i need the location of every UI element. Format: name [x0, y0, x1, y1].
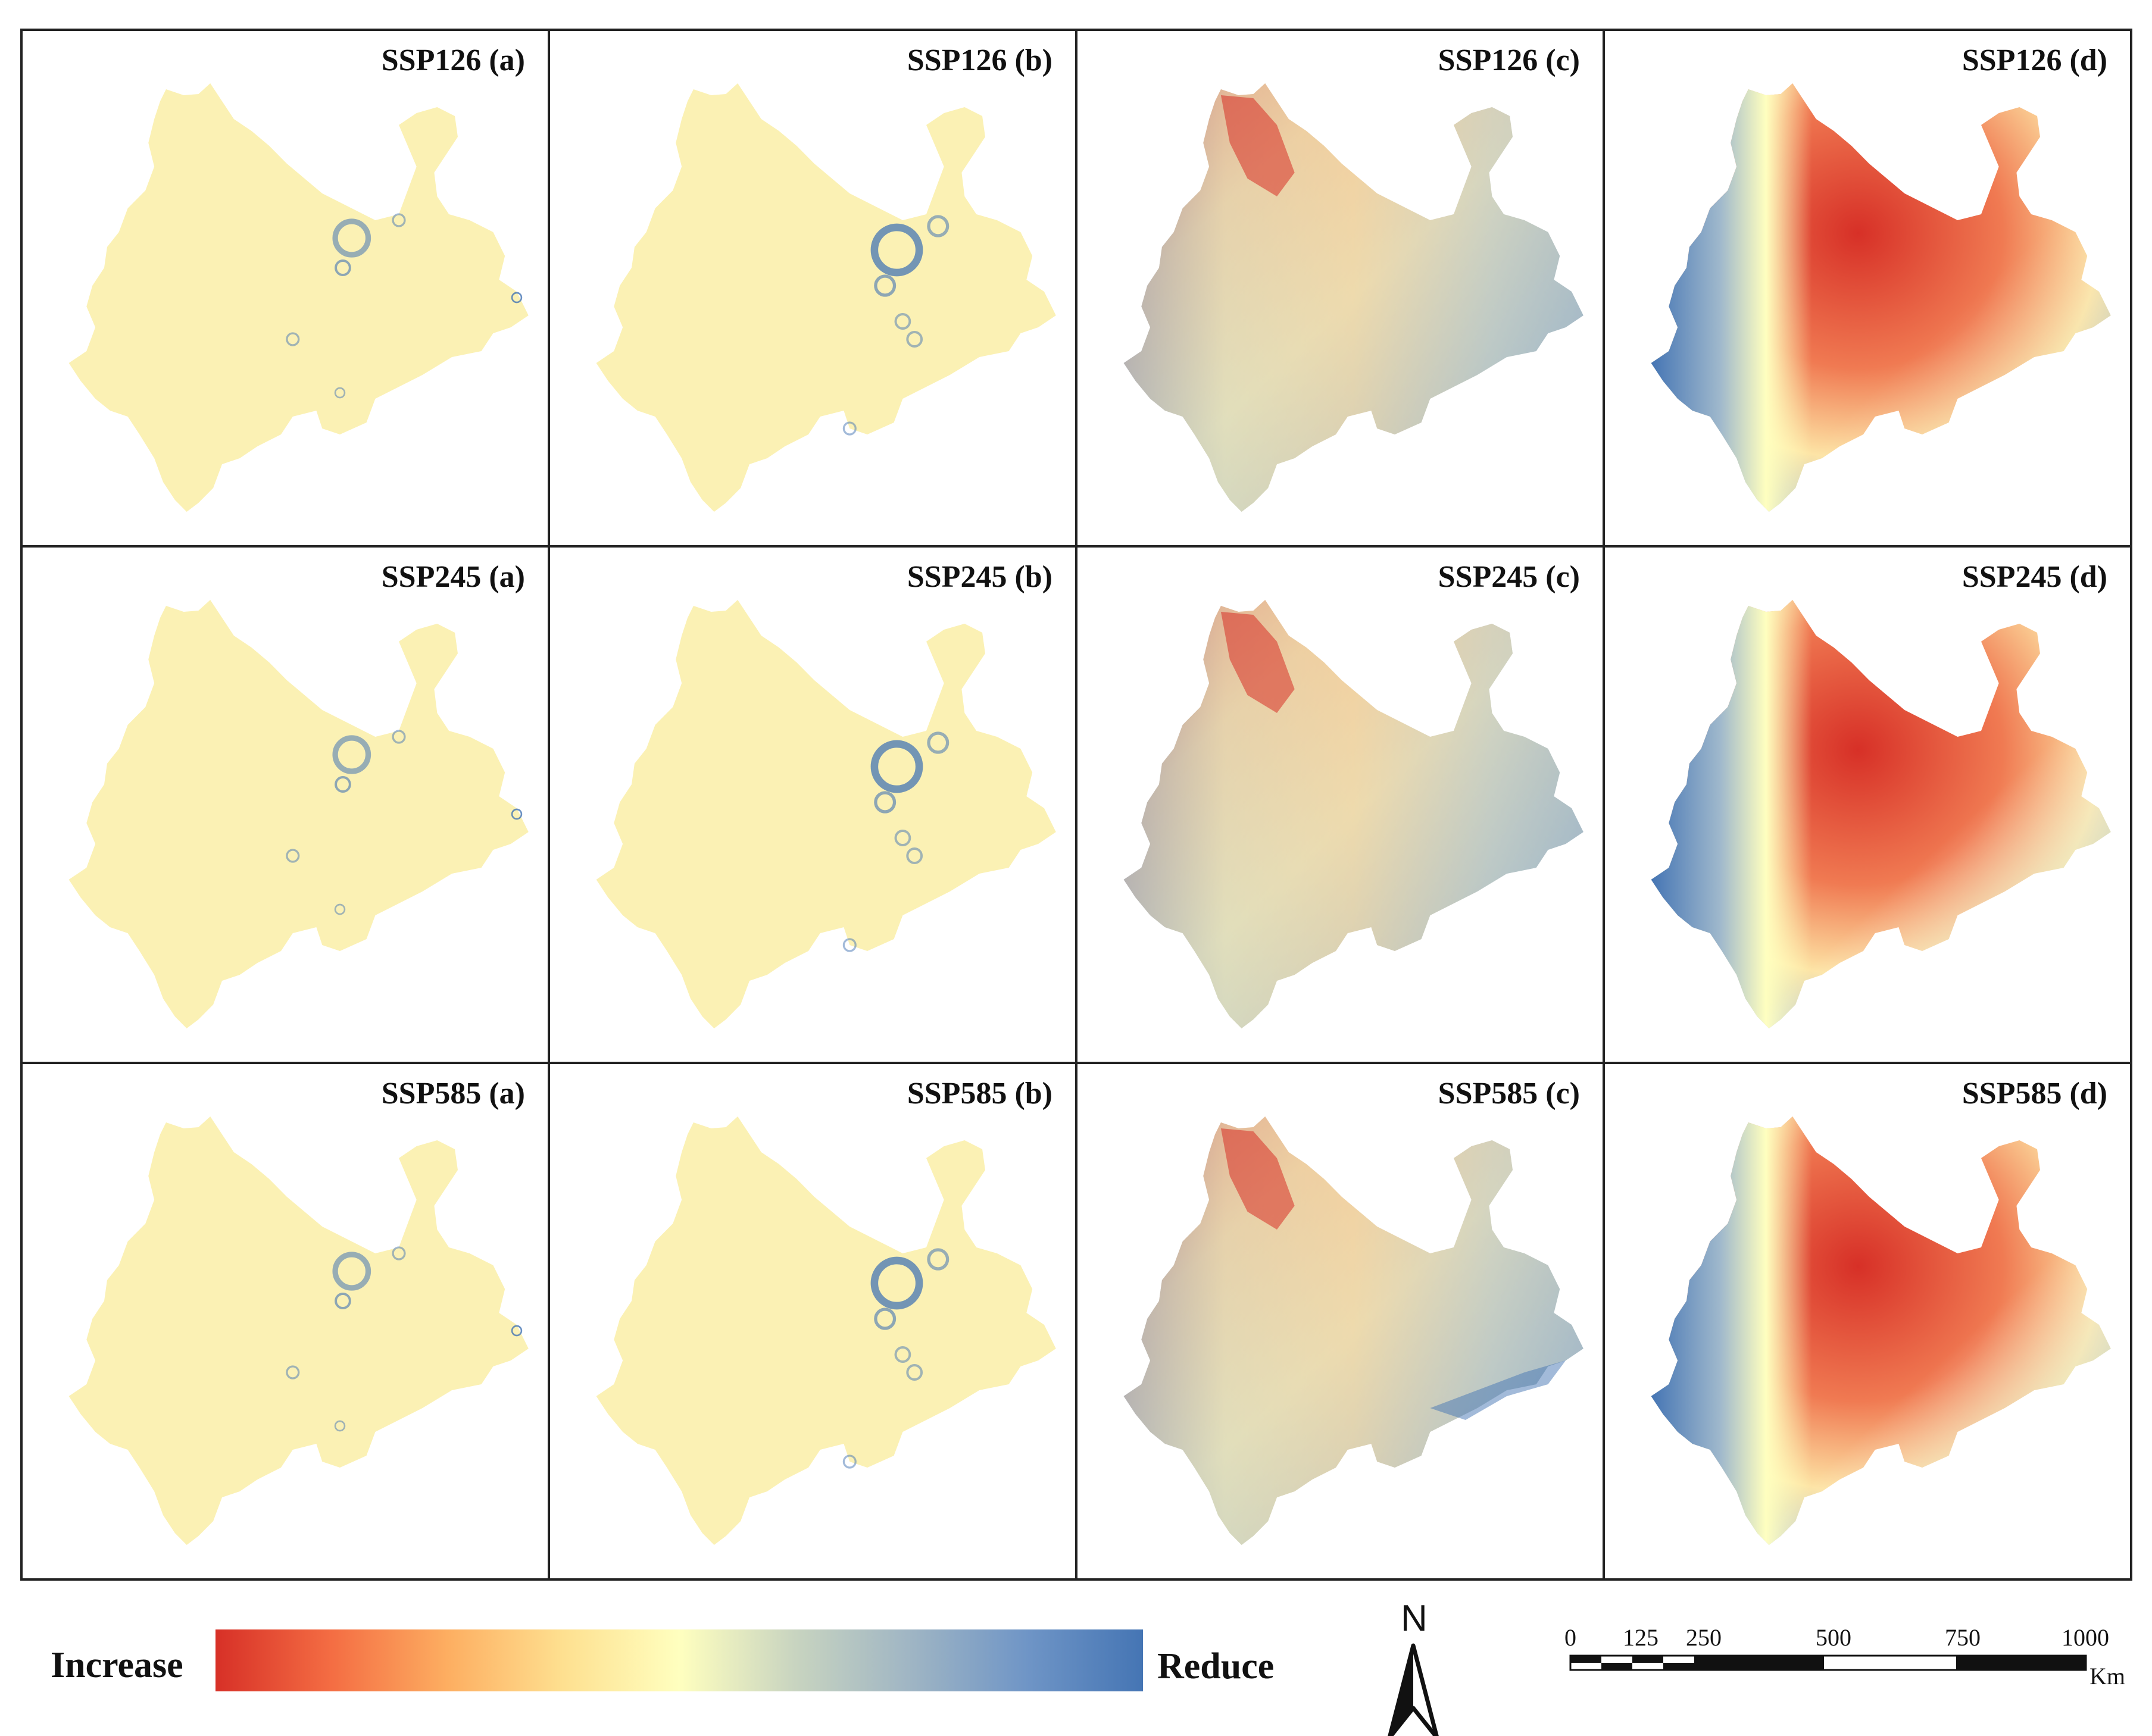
map-panel-ssp126-a: SSP126 (a) — [20, 29, 550, 548]
scale-tick-750: 750 — [1945, 1624, 1981, 1651]
color-legend: Increase Reduce — [51, 1629, 1274, 1691]
map-panel-ssp245-d: SSP245 (d) — [1603, 545, 2132, 1064]
map-panel-ssp245-c: SSP245 (c) — [1075, 545, 1605, 1064]
province-map — [596, 83, 1056, 512]
map-panel-ssp245-a: SSP245 (a) — [20, 545, 550, 1064]
legend-high-label: Reduce — [1157, 1646, 1274, 1687]
province-map — [1123, 1116, 1583, 1545]
scale-tick-1000: 1000 — [2062, 1624, 2109, 1651]
scale-unit: Km — [2089, 1663, 2125, 1690]
province-map — [68, 600, 529, 1028]
legend-color-ramp — [215, 1629, 1143, 1691]
map-panel-ssp585-d: SSP585 (d) — [1603, 1062, 2132, 1581]
north-label: N — [1401, 1598, 1428, 1639]
province-map — [1123, 600, 1583, 1028]
panel-label: SSP585 (d) — [1962, 1077, 2107, 1111]
panel-label: SSP585 (c) — [1438, 1077, 1580, 1111]
legend-low-label: Increase — [51, 1645, 183, 1685]
map-panel-ssp585-a: SSP585 (a) — [20, 1062, 550, 1581]
panel-label: SSP126 (a) — [382, 43, 525, 77]
north-arrow: N — [1388, 1598, 1439, 1736]
province-map — [596, 600, 1056, 1028]
map-panel-ssp126-b: SSP126 (b) — [548, 29, 1077, 548]
scale-tick-500: 500 — [1816, 1624, 1851, 1651]
panel-label: SSP245 (b) — [907, 560, 1052, 594]
scale-tick-125: 125 — [1623, 1624, 1658, 1651]
province-map — [596, 1116, 1056, 1545]
scale-tick-0: 0 — [1564, 1624, 1576, 1651]
map-panel-ssp126-c: SSP126 (c) — [1075, 29, 1605, 548]
province-map — [68, 1116, 529, 1545]
map-panel-ssp585-b: SSP585 (b) — [548, 1062, 1077, 1581]
panel-label: SSP126 (b) — [907, 43, 1052, 77]
map-panel-ssp126-d: SSP126 (d) — [1603, 29, 2132, 548]
scale-tick-250: 250 — [1686, 1624, 1722, 1651]
panel-label: SSP126 (c) — [1438, 43, 1580, 77]
panel-label: SSP245 (d) — [1962, 560, 2107, 594]
map-panel-ssp585-c: SSP585 (c) — [1075, 1062, 1605, 1581]
panel-label: SSP585 (b) — [907, 1077, 1052, 1111]
panel-label: SSP245 (a) — [382, 560, 525, 594]
scale-bar: 0 125 250 500 750 1000 Km — [1564, 1624, 2125, 1690]
panel-label: SSP245 (c) — [1438, 560, 1580, 594]
map-panel-grid: SSP126 (a) SSP126 (b) SSP126 (c) SSP126 (d)… — [20, 29, 2132, 1581]
province-map — [68, 83, 529, 512]
panel-label: SSP585 (a) — [382, 1077, 525, 1111]
province-map — [1123, 83, 1583, 512]
panel-label: SSP126 (d) — [1962, 43, 2107, 77]
map-panel-ssp245-b: SSP245 (b) — [548, 545, 1077, 1064]
